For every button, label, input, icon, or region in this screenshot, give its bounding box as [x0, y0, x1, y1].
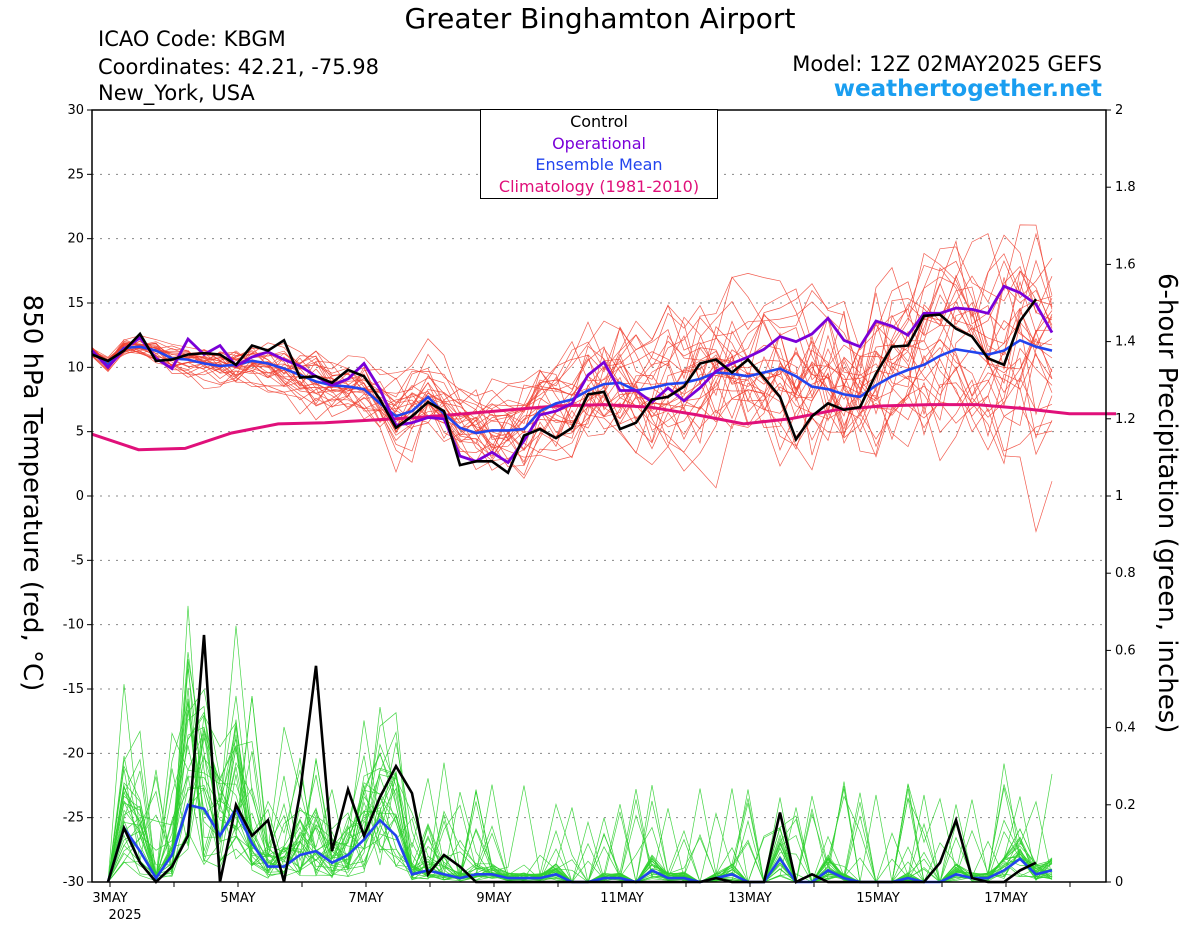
temp-member-line [91, 296, 1053, 467]
temp-ensemble-mean-line [91, 338, 1053, 435]
y-tick-label-right: 0 [1115, 875, 1123, 890]
temp-member-line [91, 260, 1053, 456]
y-tick-label-left: 0 [76, 489, 84, 504]
site-link[interactable]: weathertogether.net [833, 76, 1102, 102]
precip-member-line [107, 710, 1053, 883]
legend-climatology: Climatology (1981-2010) [498, 176, 700, 196]
temp-operational-line [90, 284, 1054, 465]
y-tick-label-right: 1.8 [1115, 180, 1136, 195]
precip-member-line [107, 698, 1053, 883]
y-tick-label-right: 1.4 [1115, 335, 1136, 350]
x-tick-label: 13MAY [728, 891, 772, 906]
gridlines [92, 173, 1106, 819]
x-year-label: 2025 [108, 908, 141, 923]
y-tick-label-left: 10 [67, 360, 84, 375]
x-tick-label: 7MAY [348, 891, 383, 906]
temp-member-line [91, 315, 1053, 461]
model-run: Model: 12Z 02MAY2025 GEFS [792, 52, 1102, 76]
y-tick-label-left: 20 [67, 232, 84, 247]
legend-ensemble-mean: Ensemble Mean [535, 155, 663, 174]
y-tick-label-right: 0.2 [1115, 798, 1136, 813]
x-tick-label: 17MAY [984, 891, 1028, 906]
temp-member-line [91, 321, 1053, 533]
y-tick-label-left: -25 [63, 811, 84, 826]
y-tick-label-left: 15 [67, 296, 84, 311]
precip-member-line [107, 712, 1053, 883]
y-tick-label-right: 0.6 [1115, 643, 1136, 658]
temp-member-line [91, 289, 1053, 456]
precip-member-line [107, 684, 1053, 883]
temp-member-line [91, 334, 1053, 451]
y-axis-left-label: 850 hPa Temperature (red, °C) [17, 294, 47, 692]
coordinates: Coordinates: 42.21, -75.98 [98, 55, 379, 79]
legend: Control Operational Ensemble Mean Climat… [480, 109, 718, 199]
x-tick-label: 9MAY [476, 891, 511, 906]
temp-control-line [91, 298, 1038, 475]
x-tick-label: 5MAY [220, 891, 255, 906]
y-tick-label-left: -15 [63, 682, 84, 697]
temp-member-lines [91, 224, 1053, 533]
y-tick-label-left: -10 [63, 618, 84, 633]
y-tick-label-left: -20 [63, 746, 84, 761]
y-tick-label-right: 1.2 [1115, 412, 1136, 427]
temp-member-line [91, 283, 1053, 479]
location: New_York, USA [98, 81, 255, 105]
temp-member-line [91, 305, 1053, 440]
y-tick-label-right: 0.8 [1115, 566, 1136, 581]
chart-title: Greater Binghamton Airport [404, 2, 796, 35]
temp-member-line [91, 297, 1053, 455]
y-tick-label-right: 1 [1115, 489, 1123, 504]
x-tick-label: 3MAY [92, 891, 127, 906]
temp-member-line [91, 277, 1053, 467]
y-tick-label-left: -5 [71, 553, 84, 568]
icao-code: ICAO Code: KBGM [98, 27, 286, 51]
legend-operational: Operational [552, 133, 646, 153]
temp-member-line [91, 267, 1053, 433]
y-tick-label-right: 2 [1115, 103, 1123, 118]
legend-control: Control [570, 112, 628, 131]
y-tick-label-right: 0.4 [1115, 721, 1136, 736]
x-tick-label: 15MAY [856, 891, 900, 906]
temp-member-line [91, 304, 1053, 474]
temp-member-line [91, 246, 1053, 450]
y-tick-label-left: -30 [63, 875, 84, 890]
climatology-line [91, 403, 1116, 452]
temp-member-line [91, 280, 1053, 441]
y-tick-label-left: 25 [67, 167, 84, 182]
y-tick-label-left: 30 [67, 103, 84, 118]
axis-ticks: 302520151050-5-10-15-20-25-3021.81.61.41… [63, 103, 1136, 923]
x-tick-label: 11MAY [600, 891, 644, 906]
y-tick-label-left: 5 [76, 425, 84, 440]
y-tick-label-right: 1.6 [1115, 257, 1136, 272]
y-axis-right-label: 6-hour Precipitation (green, inches) [1152, 273, 1182, 734]
